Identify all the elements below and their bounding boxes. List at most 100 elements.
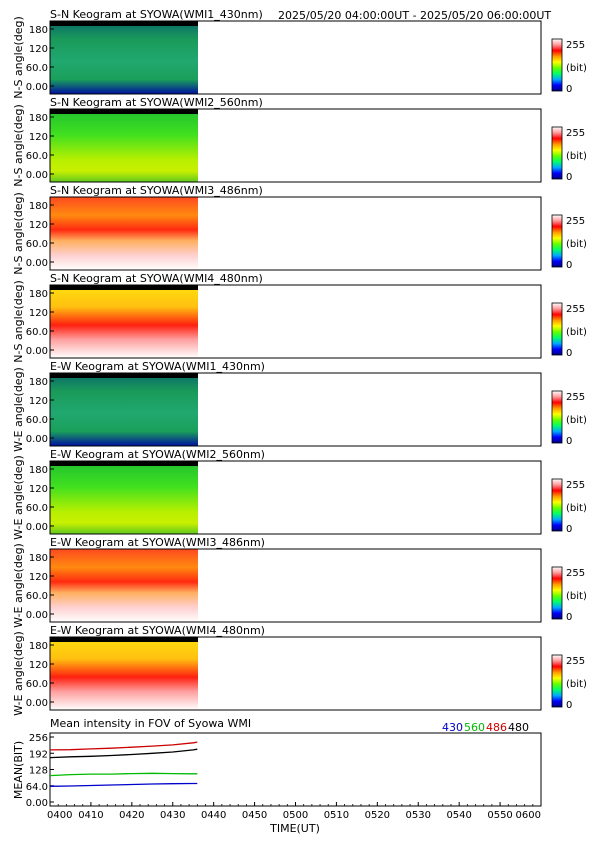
keogram-tick-label: 180 [29,465,48,476]
legend-entry-560: 560 [464,721,485,734]
keogram-ylabel: W-E angle(deg) [12,455,25,540]
keogram-tick-label: 60.0 [26,327,48,338]
colorbar-min-label: 0 [566,172,572,183]
keogram-frame [49,20,542,95]
keogram-tick-label: 180 [29,25,48,36]
mean-intensity-plot: Mean intensity in FOV of Syowa WMI 430 56… [12,717,542,835]
keogram-frame [49,460,542,535]
colorbar-unit-label: (bit) [566,327,587,338]
colorbar-scale [551,38,563,92]
colorbar-unit-label: (bit) [566,503,587,514]
keogram-tick-label: 180 [29,289,48,300]
colorbar-max-label: 255 [566,568,585,579]
keogram-tick-label: 0.00 [26,258,48,269]
keogram-tick-label: 180 [29,113,48,124]
colorbar: 255 (bit) 0 [551,654,587,711]
keogram-top-band [50,373,198,378]
colorbar-scale [551,126,563,180]
keogram-panel: S-N Keogram at SYOWA(WMI2_560nm)180 120 60… [12,96,587,187]
keogram-tick-label: 60.0 [26,63,48,74]
keogram-image [50,637,198,710]
colorbar: 255 (bit) 0 [551,478,587,535]
colorbar-scale [551,214,563,268]
colorbar: 255 (bit) 0 [551,126,587,183]
colorbar-min-label: 0 [566,348,572,359]
mean-plot-ylabel: MEAN(BIT) [12,741,25,799]
mean-plot-y-tick-label: 256 [29,733,48,744]
series-line-560 [49,772,198,777]
mean-plot-x-tick-label: 0420 [119,810,144,821]
keogram-tick-label: 180 [29,641,48,652]
colorbar: 255 (bit) 0 [551,390,587,447]
colorbar-min-label: 0 [566,700,572,711]
mean-plot-y-ticks: 256 192 128 64.0 0.00 [26,733,54,809]
keogram-ylabel: W-E angle(deg) [12,631,25,716]
keogram-tick-label: 120 [29,660,48,671]
keogram-title: E-W Keogram at SYOWA(WMI1_430nm) [50,360,265,373]
colorbar-max-label: 255 [566,128,585,139]
keogram-y-ticks: 180 120 60.0 0.00 [26,25,54,93]
colorbar-max-label: 255 [566,216,585,227]
keogram-ylabel: W-E angle(deg) [12,367,25,452]
colorbar-unit-label: (bit) [566,239,587,250]
keogram-title: S-N Keogram at SYOWA(WMI4_480nm) [50,272,263,285]
keogram-ylabel: N-S angle(deg) [12,16,25,99]
keogram-panels: S-N Keogram at SYOWA(WMI1_430nm)18012060… [12,8,587,716]
keogram-top-band [50,461,198,466]
mean-plot-x-tick-label: 0450 [242,810,267,821]
series-line-486 [49,741,198,751]
keogram-frame [49,196,542,271]
keogram-tick-label: 120 [29,572,48,583]
keogram-y-ticks: 180 120 60.0 0.00 [26,289,54,357]
keogram-tick-label: 180 [29,377,48,388]
colorbar-min-label: 0 [566,436,572,447]
mean-plot-x-tick-label: 0430 [160,810,185,821]
colorbar-scale [551,566,563,620]
mean-plot-y-tick-label: 128 [29,766,48,777]
mean-plot-x-ticks: 0400 0410 0420 0430 0440 0450 0500 0510 0520 0530… [47,802,542,821]
colorbar-max-label: 255 [566,304,585,315]
keogram-image [50,373,198,446]
keogram-y-ticks: 180 120 60.0 0.00 [26,377,54,445]
keogram-top-band [50,109,198,114]
keogram-tick-label: 180 [29,201,48,212]
colorbar-scale [551,478,563,532]
keogram-panel: E-W Keogram at SYOWA(WMI2_560nm)180 120 60… [12,448,587,540]
legend: 430 560 486 480 [442,721,529,734]
keogram-ylabel: W-E angle(deg) [12,543,25,628]
keogram-tick-label: 0.00 [26,82,48,93]
mean-plot-x-tick-label: 0410 [78,810,103,821]
keogram-tick-label: 0.00 [26,522,48,533]
keogram-tick-label: 120 [29,44,48,55]
mean-plot-y-tick-label: 192 [29,749,48,760]
series-line-430 [49,782,198,787]
mean-plot-title: Mean intensity in FOV of Syowa WMI [50,717,251,730]
keogram-top-band [50,21,198,26]
mean-plot-series [49,741,198,787]
keogram-panel: E-W Keogram at SYOWA(WMI4_480nm)180 120 60… [12,624,587,716]
keogram-tick-label: 60.0 [26,415,48,426]
keogram-title: S-N Keogram at SYOWA(WMI3_486nm) [50,184,263,197]
colorbar-min-label: 0 [566,612,572,623]
colorbar-unit-label: (bit) [566,679,587,690]
keogram-ylabel: N-S angle(deg) [12,280,25,363]
keogram-title: E-W Keogram at SYOWA(WMI2_560nm) [50,448,265,461]
keogram-frame [49,636,542,711]
mean-plot-x-tick-label: 0500 [283,810,308,821]
keogram-panel: E-W Keogram at SYOWA(WMI3_486nm)180 120 60… [12,536,587,628]
colorbar-scale [551,390,563,444]
keogram-tick-label: 120 [29,308,48,319]
keogram-title: E-W Keogram at SYOWA(WMI4_480nm) [50,624,265,637]
keogram-tick-label: 0.00 [26,346,48,357]
legend-entry-486: 486 [486,721,507,734]
keogram-frame [49,548,542,623]
mean-plot-x-tick-label: 0400 [47,810,72,821]
keogram-top-band [50,285,198,290]
colorbar-unit-label: (bit) [566,591,587,602]
keogram-tick-label: 60.0 [26,151,48,162]
time-range-header: 2025/05/20 04:00:00UT - 2025/05/20 06:00… [278,9,551,22]
keogram-tick-label: 120 [29,132,48,143]
keogram-title: S-N Keogram at SYOWA(WMI2_560nm) [50,96,263,109]
keogram-image [50,549,198,622]
